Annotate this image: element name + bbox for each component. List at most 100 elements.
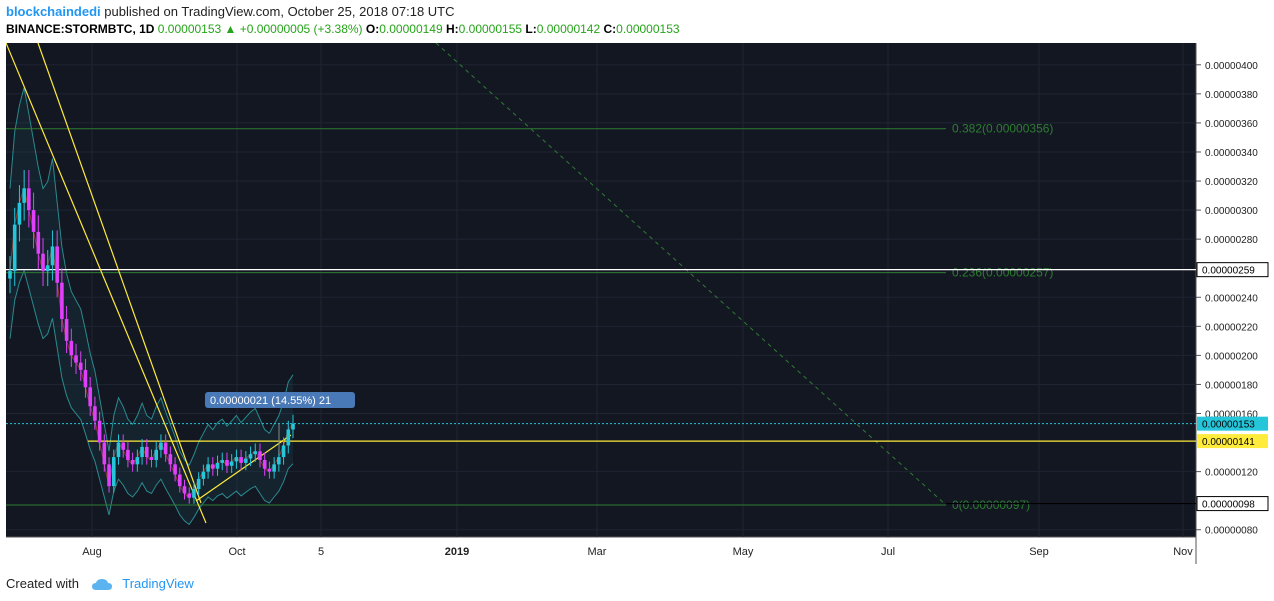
- candle-body: [144, 446, 149, 458]
- candle-body: [248, 454, 253, 459]
- publish-info: blockchaindedi published on TradingView.…: [6, 4, 455, 19]
- plot-background: [6, 43, 1196, 537]
- candle-body: [41, 253, 45, 272]
- measure-box: [205, 392, 355, 408]
- candle-body: [88, 387, 92, 407]
- price-tag-label: 0.00000098: [1202, 500, 1255, 511]
- candle-body: [60, 282, 64, 320]
- candles: [8, 169, 295, 504]
- candle-body: [281, 445, 286, 458]
- time-tick-label: 5: [318, 546, 324, 558]
- tradingview-link[interactable]: TradingView: [122, 576, 194, 591]
- price-tick-label: 0.00000300: [1205, 206, 1258, 217]
- grid: [6, 43, 1196, 537]
- candle-body: [83, 369, 88, 388]
- candle-body: [192, 489, 196, 498]
- measure-tool[interactable]: 0.00000021 (14.55%) 21: [205, 392, 355, 455]
- candle-body: [173, 464, 177, 475]
- uptrend-line: [195, 434, 292, 502]
- candle-body: [50, 246, 55, 266]
- candle-body: [187, 493, 192, 498]
- candle-body: [291, 423, 295, 430]
- price-chart[interactable]: 0.382(0.00000356) 0.236(0.00000257) 0(0.00…: [6, 43, 1269, 564]
- price-tag-box: [1196, 262, 1269, 278]
- candle-body: [17, 202, 22, 225]
- candle-body: [163, 442, 168, 455]
- downtrend-line-2: [37, 43, 202, 504]
- candle-body: [225, 459, 229, 466]
- price-tick-label: 0.00000120: [1205, 468, 1258, 479]
- high-label: H:: [445, 22, 459, 36]
- symbol-info: BINANCE:STORMBTC, 1D 0.00000153 ▲ +0.000…: [6, 22, 680, 36]
- candle-body: [55, 246, 59, 283]
- close-label: C:: [603, 22, 617, 36]
- candle-body: [27, 188, 31, 211]
- candle-body: [111, 457, 116, 487]
- price-tag-label: 0.00000259: [1202, 266, 1255, 277]
- price-tick-label: 0.00000080: [1205, 526, 1258, 537]
- candle-body: [78, 362, 83, 370]
- candle-body: [253, 451, 258, 455]
- price-tick-label: 0.00000400: [1205, 61, 1258, 72]
- candle-body: [239, 457, 243, 463]
- fib-label: 0.382(0.00000356): [952, 122, 1053, 136]
- candle-body: [168, 454, 173, 465]
- candle-body: [97, 420, 102, 443]
- price-tag-label: 0.00000153: [1202, 420, 1255, 431]
- candle-body: [154, 449, 159, 460]
- candle-body: [277, 457, 281, 465]
- candle-body: [121, 442, 125, 450]
- candle-body: [135, 457, 140, 465]
- price-tag-label: 0.00000141: [1202, 437, 1255, 448]
- author-link[interactable]: blockchaindedi: [6, 4, 101, 19]
- close-value: 0.00000153: [616, 22, 680, 36]
- price-tick-label: 0.00000320: [1205, 177, 1258, 188]
- candle-body: [229, 461, 234, 466]
- candle-body: [74, 355, 78, 363]
- price-tick-label: 0.00000180: [1205, 380, 1258, 391]
- candle-body: [31, 210, 36, 232]
- fib-levels: 0.382(0.00000356) 0.236(0.00000257) 0(0.00…: [6, 43, 1053, 512]
- time-tick-label: 2019: [445, 546, 469, 558]
- price-tags: 0.00000259 0.00000153 0.00000141 0.00000098: [946, 262, 1269, 512]
- price-tag-box: [1196, 496, 1269, 512]
- time-tick-label: Jul: [881, 546, 895, 558]
- candle-body: [159, 442, 163, 450]
- time-tick-label: Nov: [1173, 546, 1193, 558]
- candle-body: [116, 442, 121, 458]
- time-tick-label: Oct: [228, 546, 245, 558]
- candle-body: [258, 451, 262, 460]
- high-value: 0.00000155: [458, 22, 523, 36]
- price-tick-label: 0.00000200: [1205, 351, 1258, 362]
- candle-body: [102, 442, 107, 465]
- candle-body: [45, 265, 50, 272]
- bb-lower: [9, 269, 294, 526]
- bb-upper: [9, 87, 294, 467]
- price-tag-box: [1197, 434, 1268, 449]
- open-label: O:: [365, 22, 380, 36]
- price-tick-label: 0.00000240: [1205, 293, 1258, 304]
- fib-trend-line: [435, 43, 947, 506]
- price-tag-box: [1197, 416, 1268, 431]
- candle-body: [12, 224, 17, 272]
- fib-label: 0.236(0.00000257): [952, 266, 1053, 280]
- time-tick-label: Sep: [1029, 546, 1049, 558]
- time-axis: Aug Oct 5 2019 Mar May Jul Sep Nov: [82, 546, 1193, 558]
- candle-body: [36, 231, 41, 254]
- change-value: +0.00000005 (+3.38%): [239, 22, 363, 36]
- candle-body: [140, 446, 144, 458]
- price-tick-label: 0.00000280: [1205, 235, 1258, 246]
- candle-body: [220, 459, 225, 463]
- candle-body: [201, 471, 206, 479]
- downtrend-line-1: [6, 43, 207, 524]
- measure-label: 0.00000021 (14.55%) 21: [210, 395, 331, 407]
- price-tick-label: 0.00000220: [1205, 322, 1258, 333]
- bb-fill: [10, 87, 293, 525]
- trend-lines[interactable]: [6, 43, 1196, 524]
- price-tick-label: 0.00000380: [1205, 90, 1258, 101]
- time-tick-label: Aug: [82, 546, 102, 558]
- low-value: 0.00000142: [536, 22, 601, 36]
- candle-body: [69, 340, 74, 356]
- tradingview-cloud-icon: [91, 578, 112, 590]
- candle-body: [107, 464, 111, 487]
